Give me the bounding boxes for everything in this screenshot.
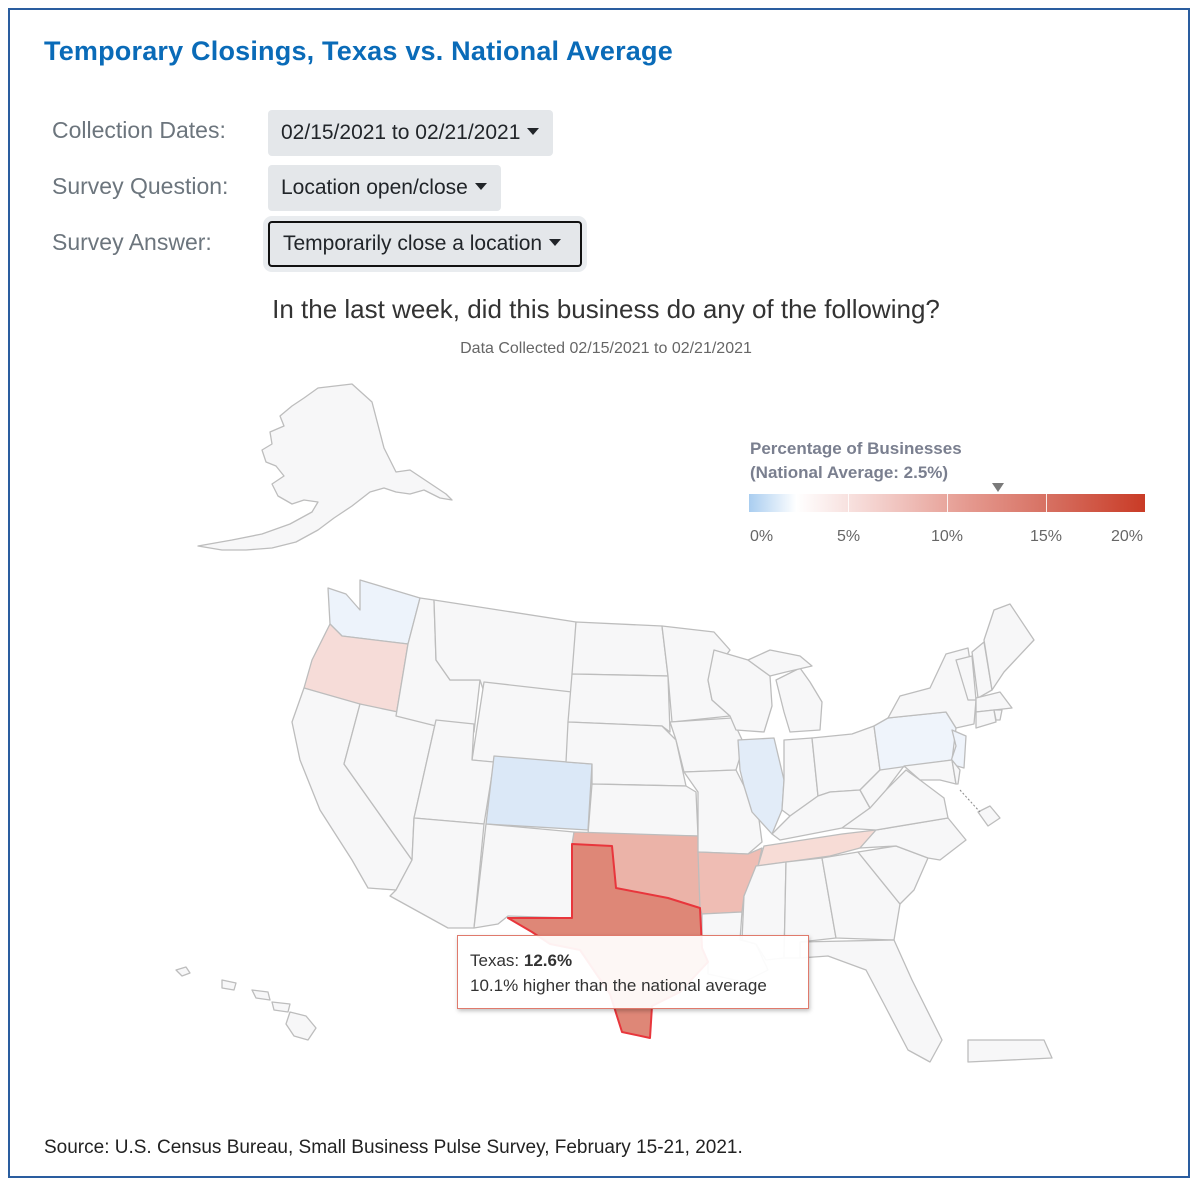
legend-title: Percentage of Businesses (National Avera… <box>750 437 962 485</box>
state-kansas[interactable] <box>587 783 699 837</box>
collection-dates-value: 02/15/2021 to 02/21/2021 <box>281 121 521 144</box>
state-delaware[interactable] <box>951 759 961 785</box>
state-massachusetts[interactable] <box>975 691 1013 713</box>
state-georgia[interactable] <box>821 851 901 941</box>
state-hawaii[interactable] <box>271 1001 291 1013</box>
state-michigan-up[interactable] <box>747 649 813 677</box>
state-tooltip: Texas: 12.6% 10.1% higher than the natio… <box>457 935 809 1009</box>
territory-puerto-rico[interactable] <box>967 1039 1053 1063</box>
state-hawaii[interactable] <box>251 989 271 1001</box>
state-dc-inset[interactable] <box>977 805 1001 827</box>
state-colorado[interactable] <box>485 755 593 831</box>
survey-question-value: Location open/close <box>281 176 468 199</box>
state-maryland[interactable] <box>903 759 957 785</box>
chevron-down-icon <box>527 127 540 135</box>
legend-label-10: 10% <box>931 528 964 545</box>
legend-tick <box>1046 494 1047 512</box>
legend-subtitle: (National Average: 2.5%) <box>750 463 949 482</box>
survey-answer-value: Temporarily close a location <box>283 232 543 255</box>
state-maine[interactable] <box>983 603 1035 691</box>
state-michigan[interactable] <box>775 667 823 733</box>
state-connecticut[interactable] <box>975 709 997 729</box>
legend-label-20: 20% <box>1111 528 1144 545</box>
chevron-down-icon <box>549 238 562 246</box>
legend-tick <box>848 494 849 512</box>
survey-answer-dropdown[interactable]: Temporarily close a location <box>268 221 582 267</box>
tooltip-line-1: Texas: 12.6% <box>470 948 796 973</box>
state-new-mexico[interactable] <box>473 823 575 929</box>
collection-dates-label: Collection Dates: <box>52 117 226 143</box>
state-rhode-island[interactable] <box>993 709 1003 721</box>
page-title: Temporary Closings, Texas vs. National A… <box>44 36 673 66</box>
state-florida[interactable] <box>799 939 943 1063</box>
state-south-dakota[interactable] <box>567 673 671 733</box>
legend-label-0: 0% <box>750 528 774 545</box>
state-hawaii[interactable] <box>175 966 191 977</box>
tooltip-comparison: 10.1% higher than the national average <box>470 976 767 995</box>
state-arizona[interactable] <box>389 817 485 929</box>
legend-label-15: 15% <box>1030 528 1063 545</box>
legend-label-5: 5% <box>837 528 861 545</box>
legend-title-text: Percentage of Businesses <box>750 439 962 458</box>
survey-question-label: Survey Question: <box>52 173 229 199</box>
state-hawaii[interactable] <box>221 979 237 991</box>
survey-question-dropdown[interactable]: Location open/close <box>268 165 501 211</box>
map-question: In the last week, did this business do a… <box>272 294 940 324</box>
map-subtitle: Data Collected 02/15/2021 to 02/21/2021 <box>460 340 752 357</box>
state-missouri[interactable] <box>683 769 763 855</box>
tooltip-state-label: Texas: <box>470 951 524 970</box>
state-wyoming[interactable] <box>471 681 573 771</box>
state-washington[interactable] <box>327 579 421 645</box>
chevron-down-icon <box>474 182 487 190</box>
state-hawaii[interactable] <box>285 1011 317 1041</box>
state-alaska[interactable] <box>197 383 453 551</box>
national-average-marker-icon <box>992 483 1004 492</box>
source-note: Source: U.S. Census Bureau, Small Busine… <box>44 1137 743 1158</box>
state-north-dakota[interactable] <box>571 621 669 677</box>
legend-tick <box>947 494 948 512</box>
collection-dates-dropdown[interactable]: 02/15/2021 to 02/21/2021 <box>268 110 554 156</box>
survey-answer-label: Survey Answer: <box>52 229 212 255</box>
tooltip-value: 12.6% <box>523 951 573 970</box>
